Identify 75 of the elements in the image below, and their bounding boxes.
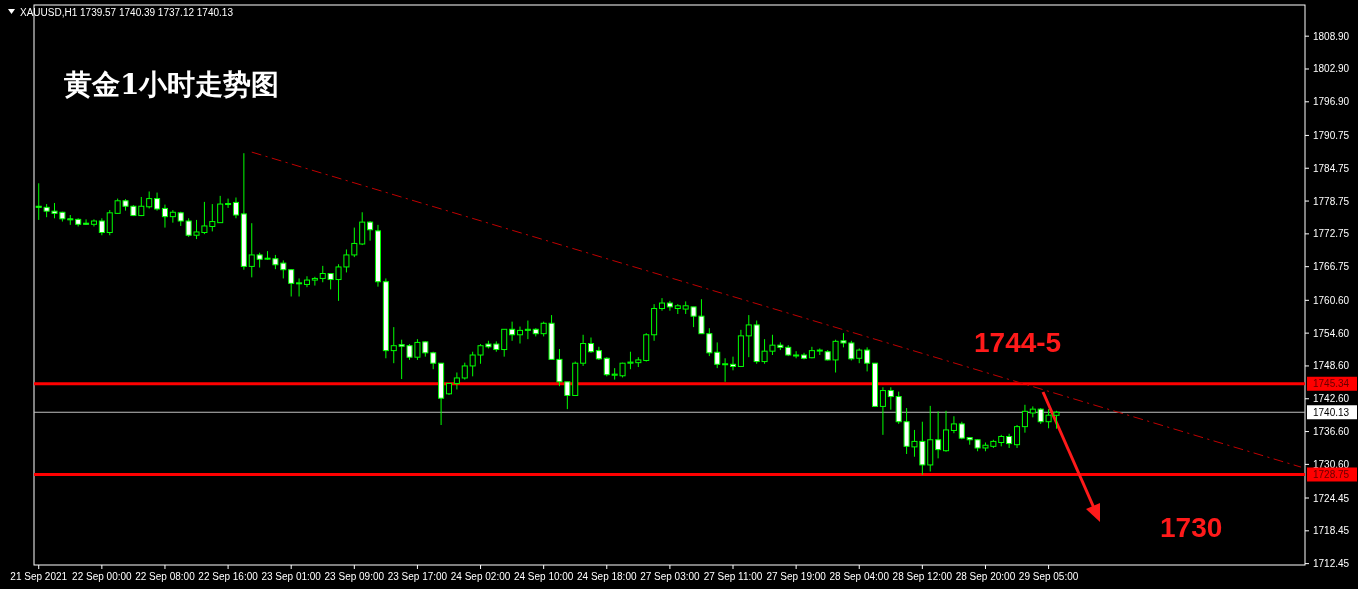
x-tick-label: 29 Sep 05:00 — [1018, 571, 1079, 582]
candlestick — [745, 314, 752, 358]
y-tick-label: 1748.60 — [1313, 360, 1350, 372]
text: 黄金1小时走势图 — [63, 68, 280, 101]
y-tick-label: 1784.75 — [1313, 162, 1350, 174]
y-tick-label: 1754.60 — [1313, 327, 1350, 339]
annotation: 1730 — [1160, 512, 1223, 543]
candlestick — [217, 195, 224, 224]
y-tick-label: 1808.90 — [1313, 30, 1350, 42]
candlestick — [516, 326, 524, 345]
candlestick — [1021, 404, 1028, 434]
candlestick — [950, 415, 957, 434]
candlestick — [1014, 424, 1021, 449]
annotation: 1744-5 — [974, 327, 1062, 358]
candlestick — [288, 268, 295, 297]
x-tick-label: 24 Sep 18:00 — [577, 571, 637, 582]
candlestick — [83, 218, 90, 226]
y-tick-label: 1802.90 — [1313, 63, 1350, 75]
y-tick-label: 1766.75 — [1313, 261, 1350, 273]
candlestick — [935, 410, 942, 459]
candlestick — [943, 410, 950, 453]
candlestick — [296, 277, 303, 297]
candlestick — [161, 204, 168, 229]
y-tick-label: 1724.45 — [1313, 492, 1350, 504]
x-tick-label: 28 Sep 12:00 — [892, 571, 953, 582]
x-tick-label: 22 Sep 16:00 — [198, 571, 259, 582]
x-tick-label: 22 Sep 00:00 — [72, 571, 133, 582]
x-tick-label: 24 Sep 02:00 — [450, 571, 511, 582]
x-tick-label: 28 Sep 20:00 — [955, 571, 1016, 582]
candlestick — [580, 334, 587, 367]
x-tick-label: 21 Sep 2021 — [10, 571, 68, 582]
ref-line-label: 1745.34 — [1313, 378, 1350, 390]
candlestick — [225, 198, 232, 209]
candlestick — [509, 321, 516, 342]
candlestick — [887, 386, 894, 411]
candlestick — [879, 386, 886, 436]
y-tick-label: 1796.90 — [1313, 96, 1350, 108]
y-tick-label: 1712.45 — [1313, 558, 1350, 570]
y-tick-label: 1778.75 — [1313, 195, 1350, 207]
candlestick — [154, 192, 161, 212]
candlestick — [658, 297, 666, 312]
candlestick — [864, 346, 871, 372]
candlestick — [453, 372, 460, 390]
x-tick-label: 27 Sep 19:00 — [766, 571, 827, 582]
candlestick — [722, 357, 729, 383]
y-tick-label: 1742.60 — [1313, 393, 1350, 405]
x-tick-label: 23 Sep 09:00 — [324, 571, 385, 582]
candlestick — [367, 220, 374, 242]
candlestick — [311, 276, 318, 287]
candlestick — [232, 197, 239, 219]
x-tick-label: 28 Sep 04:00 — [829, 571, 890, 582]
candlestick — [729, 356, 737, 371]
ref-label: 1728.75 — [1307, 467, 1357, 482]
candlestick — [303, 275, 310, 288]
y-tick-label: 1736.60 — [1313, 426, 1350, 438]
x-tick-label: 23 Sep 17:00 — [387, 571, 448, 582]
y-tick-label: 1718.45 — [1313, 525, 1350, 537]
x-tick-label: 22 Sep 08:00 — [135, 571, 196, 582]
x-tick-label: 27 Sep 11:00 — [703, 571, 763, 582]
ref-label: 1740.13 — [1307, 405, 1357, 420]
candlestick — [793, 350, 800, 359]
y-tick-label: 1760.60 — [1313, 294, 1350, 306]
ref-line-label: 1728.75 — [1313, 468, 1350, 480]
candlestick — [359, 211, 366, 246]
x-tick-label: 27 Sep 03:00 — [640, 571, 701, 582]
ref-line-label: 1740.13 — [1313, 406, 1350, 418]
y-tick-label: 1772.75 — [1313, 228, 1350, 240]
y-tick-label: 1790.75 — [1313, 129, 1350, 141]
candlestick — [524, 320, 531, 340]
chart-subtitle: XAUUSD,H1 1739.57 1740.39 1737.12 1740.13 — [20, 7, 234, 18]
candlestick — [169, 209, 176, 224]
candlestick — [501, 328, 508, 358]
y-tick-label: 1730.60 — [1313, 458, 1350, 470]
x-tick-label: 24 Sep 10:00 — [513, 571, 574, 582]
x-tick-label: 23 Sep 01:00 — [261, 571, 322, 582]
